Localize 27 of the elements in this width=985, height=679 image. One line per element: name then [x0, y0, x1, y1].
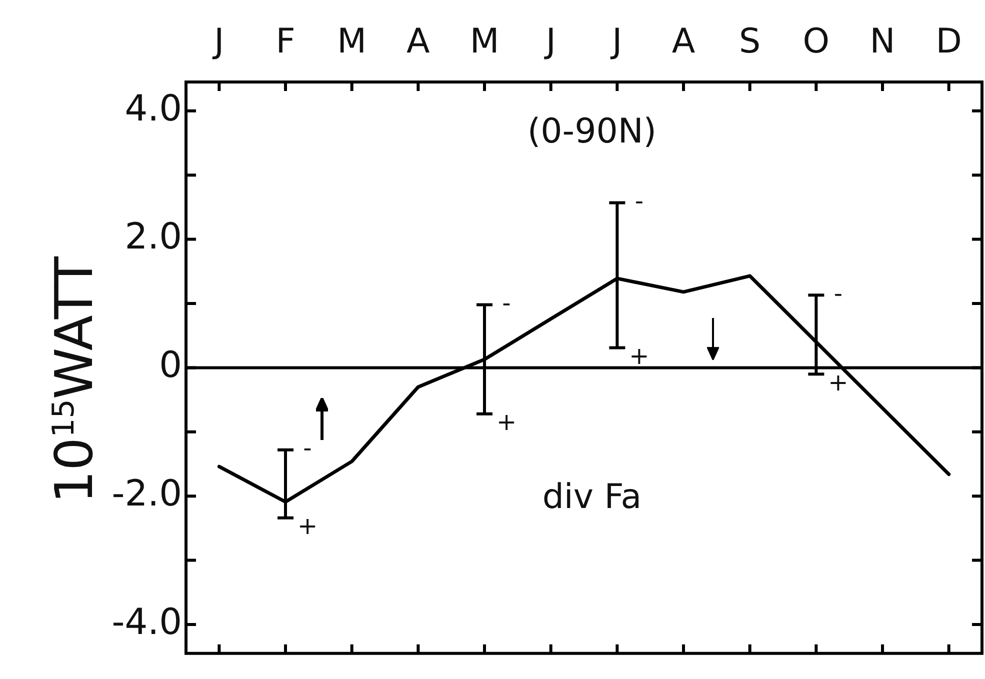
y-tick-label: 0	[159, 345, 182, 386]
annotation: -	[303, 434, 312, 462]
annotation: div Fa	[542, 476, 642, 517]
x-tick-label: J	[610, 21, 622, 62]
x-tick-label: O	[802, 21, 830, 62]
x-tick-label: D	[936, 21, 962, 62]
x-tick-label: F	[276, 21, 296, 62]
annotation: +	[496, 408, 517, 436]
annotation: -	[502, 289, 511, 318]
x-tick-label: N	[870, 21, 896, 62]
x-tick-label: M	[337, 21, 367, 62]
x-tick-label: J	[212, 21, 224, 62]
annotation: +	[297, 512, 318, 540]
x-tick-label: S	[739, 21, 761, 62]
y-tick-label: -4.0	[112, 602, 182, 643]
y-tick-label: 2.0	[124, 216, 182, 258]
x-tick-label: A	[406, 21, 430, 62]
annotation: +	[629, 342, 650, 370]
x-tick-label: A	[672, 21, 696, 62]
y-tick-label: -2.0	[112, 473, 182, 514]
x-tick-label: M	[470, 21, 500, 62]
annotation: (0-90N)	[527, 111, 657, 152]
annotation: -	[634, 186, 644, 215]
y-tick-label: 4.0	[124, 88, 182, 130]
annotation: -	[834, 279, 843, 308]
annotation: +	[828, 368, 848, 396]
x-tick-label: J	[544, 21, 556, 62]
